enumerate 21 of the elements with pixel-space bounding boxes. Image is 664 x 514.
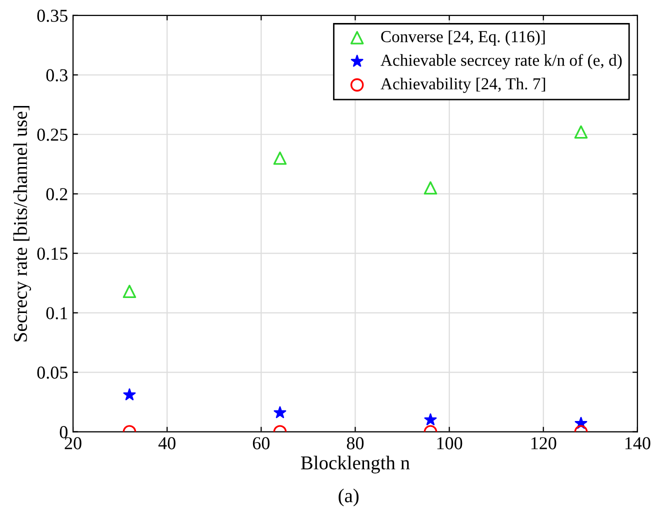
- y-tick-label: 0: [60, 426, 68, 438]
- y-tick-label: 0.1: [46, 307, 68, 320]
- x-tick-label: 60: [252, 437, 270, 450]
- x-axis-title: Blocklength n: [300, 456, 410, 474]
- legend-label: Converse [24, Eq. (116)]: [381, 30, 545, 46]
- legend-label: Achievable secrcey rate k/n of (e, d): [380, 54, 622, 70]
- x-tick-label: 80: [346, 437, 364, 450]
- x-tick-label: 100: [437, 437, 462, 450]
- text: (a): [338, 488, 359, 506]
- y-tick-label: 0.3: [46, 69, 68, 82]
- x-tick-label: 120: [531, 437, 556, 450]
- x-tick-label: 140: [625, 437, 650, 450]
- y-tick-label: 0.15: [37, 248, 68, 260]
- y-axis-title: Secrecy rate [bits/channel use]: [13, 106, 32, 342]
- y-tick-label: 0.05: [37, 366, 68, 379]
- x-tick-label: 40: [158, 437, 176, 450]
- y-tick-label: 0.25: [37, 128, 68, 141]
- x-tick-label: 20: [64, 437, 82, 450]
- y-tick-label: 0.35: [37, 10, 68, 22]
- legend-label: Achievability [24, Th. 7]: [380, 78, 546, 93]
- y-tick-label: 0.2: [46, 188, 68, 200]
